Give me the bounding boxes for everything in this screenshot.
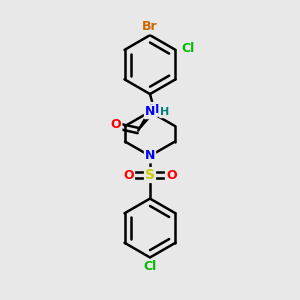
Text: Cl: Cl bbox=[181, 42, 194, 55]
Text: H: H bbox=[160, 107, 169, 117]
Text: O: O bbox=[111, 118, 122, 130]
Text: O: O bbox=[124, 169, 134, 182]
Text: N: N bbox=[145, 149, 155, 162]
Text: N: N bbox=[149, 103, 160, 116]
Text: Br: Br bbox=[142, 20, 158, 33]
Text: Cl: Cl bbox=[143, 260, 157, 273]
Text: N: N bbox=[145, 105, 155, 118]
Text: S: S bbox=[145, 168, 155, 182]
Text: O: O bbox=[166, 169, 176, 182]
